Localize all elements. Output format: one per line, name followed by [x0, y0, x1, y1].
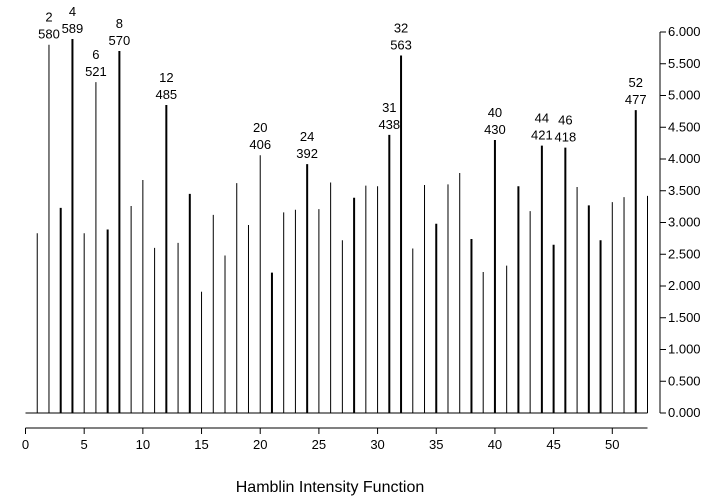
peak-label-value: 421 [531, 128, 553, 143]
x-axis-label: Hamblin Intensity Function [236, 479, 425, 496]
peak-label-value: 521 [85, 64, 107, 79]
y-tick-label: 1.500 [668, 310, 701, 325]
peak-label-value: 406 [249, 137, 271, 152]
y-tick-label: 6.000 [668, 24, 701, 39]
peak-labels-group: 2 580 4 589 6 521 8 570 12 485 20 406 24 392 31 438 32 56… [38, 4, 646, 161]
peak-label-number: 8 [116, 16, 123, 31]
peak-label-number: 32 [394, 20, 408, 35]
x-tick-label: 50 [605, 437, 619, 452]
x-axis: 0 5 10 15 20 25 30 35 40 45 50 [22, 427, 648, 452]
y-tick-label: 1.000 [668, 342, 701, 357]
y-tick-label: 2.500 [668, 246, 701, 261]
peak-label-number: 12 [159, 70, 173, 85]
y-tick-label: 3.000 [668, 215, 701, 230]
y-tick-label: 5.000 [668, 88, 701, 103]
peak-label-value: 485 [155, 87, 177, 102]
peak-label-number: 31 [382, 100, 396, 115]
x-tick-label: 40 [488, 437, 502, 452]
peak-label-value: 570 [109, 33, 131, 48]
y-tick-label: 2.000 [668, 278, 701, 293]
y-tick-label: 5.500 [668, 56, 701, 71]
peak-label-number: 52 [629, 75, 643, 90]
y-axis: 0.000 0.500 1.000 1.500 2.000 2.500 3.000 3.500… [659, 24, 701, 420]
peak-label-value: 418 [554, 130, 576, 145]
x-tick-label: 0 [22, 437, 29, 452]
peak-label-number: 44 [535, 111, 549, 126]
peak-label-number: 4 [69, 4, 76, 19]
peak-label-number: 46 [558, 113, 572, 128]
peak-label-value: 430 [484, 122, 506, 137]
x-tick-label: 5 [81, 437, 88, 452]
y-tick-label: 3.500 [668, 183, 701, 198]
x-tick-label: 25 [312, 437, 326, 452]
peak-label-number: 40 [488, 105, 502, 120]
peak-label-number: 2 [45, 10, 52, 25]
x-tick-label: 10 [136, 437, 150, 452]
peak-label-value: 392 [296, 146, 318, 161]
x-tick-label: 35 [429, 437, 443, 452]
peak-label-value: 589 [62, 21, 84, 36]
peak-label-value: 477 [625, 92, 647, 107]
y-tick-label: 0.000 [668, 405, 701, 420]
peak-label-value: 438 [378, 117, 400, 132]
x-tick-label: 15 [194, 437, 208, 452]
x-tick-label: 30 [370, 437, 384, 452]
y-tick-label: 0.500 [668, 373, 701, 388]
peak-label-number: 24 [300, 129, 314, 144]
x-tick-label: 20 [253, 437, 267, 452]
x-tick-label: 45 [546, 437, 560, 452]
bars-group [25, 38, 648, 414]
y-tick-label: 4.500 [668, 119, 701, 134]
peak-label-number: 6 [92, 47, 99, 62]
peak-label-value: 563 [390, 37, 412, 52]
peak-label-number: 20 [253, 120, 267, 135]
y-tick-label: 4.000 [668, 151, 701, 166]
peak-label-value: 580 [38, 27, 60, 42]
